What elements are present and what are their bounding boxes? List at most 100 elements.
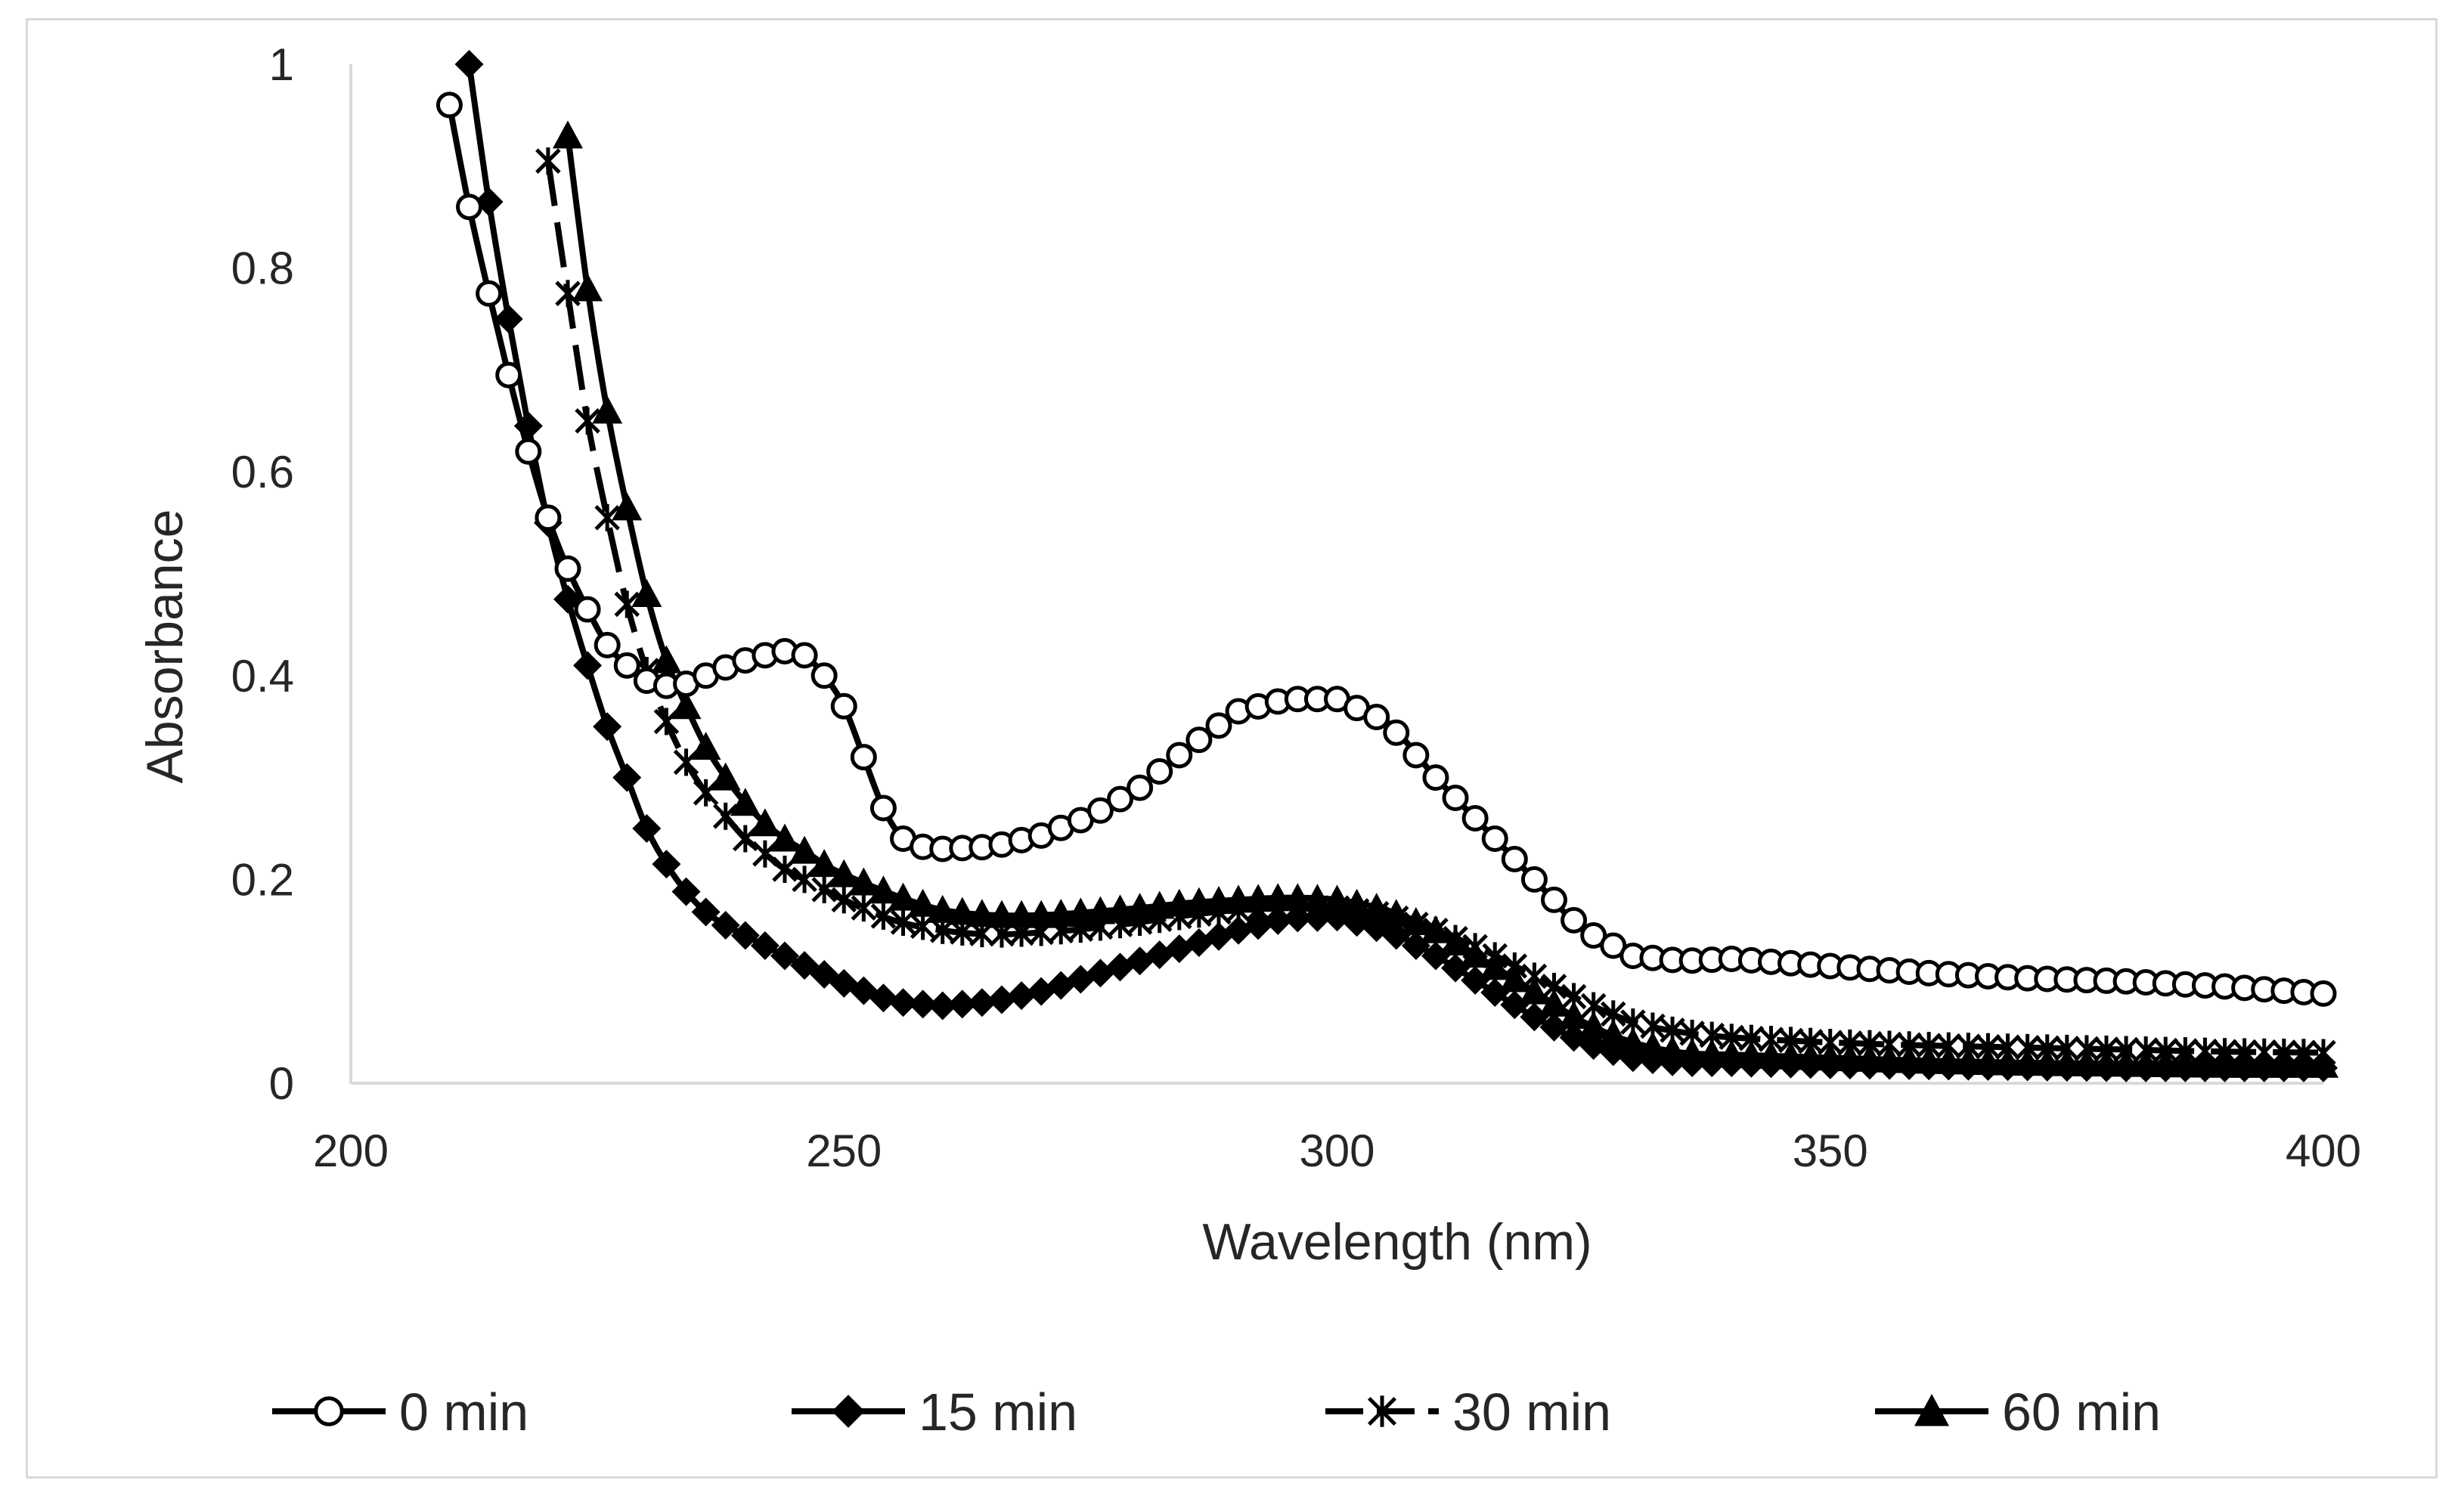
data-point-marker — [809, 849, 840, 878]
data-point-marker — [613, 652, 640, 679]
data-point-marker — [572, 273, 603, 302]
data-point-marker — [653, 708, 680, 736]
chart-frame: 200 250 300 350 400 0 0.2 0.4 0.6 0.8 1 Wavelength… — [26, 18, 2438, 1479]
data-point-marker — [928, 991, 957, 1020]
data-point-marker — [1205, 712, 1232, 739]
data-point-marker — [1580, 992, 1607, 1020]
data-point-marker — [848, 867, 879, 896]
data-point-marker — [1934, 1051, 1963, 1081]
data-point-marker — [1559, 1023, 1588, 1052]
data-point-marker — [515, 438, 542, 465]
data-point-marker — [752, 840, 778, 868]
data-point-marker — [574, 596, 601, 623]
data-point-marker — [1776, 1049, 1805, 1079]
data-point-marker — [652, 850, 681, 879]
data-point-marker — [2052, 1052, 2081, 1082]
data-point-marker — [1815, 1050, 1845, 1079]
data-point-marker — [868, 875, 899, 904]
data-point-marker — [1244, 911, 1273, 940]
data-point-marker — [1620, 1008, 1646, 1036]
series-line — [565, 135, 2324, 1068]
data-point-marker — [1502, 952, 1528, 980]
data-point-marker — [1520, 866, 1548, 893]
data-point-marker — [730, 921, 760, 950]
legend-item: 30 min — [1325, 1383, 1611, 1442]
data-point-marker — [1520, 1002, 1549, 1032]
data-point-marker — [1600, 1000, 1626, 1028]
data-point-marker — [1678, 1048, 1707, 1078]
data-point-marker — [456, 194, 483, 221]
data-point-marker — [651, 645, 682, 674]
data-point-marker — [495, 361, 522, 389]
data-point-marker — [594, 503, 620, 531]
data-point-marker — [869, 983, 898, 1013]
data-point-marker — [1342, 908, 1371, 937]
data-point-marker — [612, 492, 643, 521]
data-point-marker — [890, 909, 916, 937]
x-tick-label: 300 — [1299, 1126, 1375, 1176]
absorbance-line-chart: 200 250 300 350 400 0 0.2 0.4 0.6 0.8 1 Wavelength… — [136, 39, 2361, 1442]
data-point-marker — [850, 744, 877, 771]
data-point-marker — [1166, 742, 1193, 769]
data-point-marker — [594, 631, 621, 658]
data-point-marker — [1402, 742, 1430, 769]
data-point-marker — [1461, 965, 1490, 995]
data-point-marker — [1224, 915, 1254, 945]
data-point-marker — [1065, 897, 1096, 926]
legend-label: 60 min — [2002, 1383, 2161, 1442]
data-point-marker — [1598, 1019, 1629, 1048]
legend-label: 15 min — [919, 1383, 1077, 1442]
series-0-min — [435, 91, 2337, 1007]
data-point-marker — [1006, 900, 1037, 928]
axes: 200 250 300 350 400 0 0.2 0.4 0.6 0.8 1 — [231, 39, 2361, 1176]
x-tick-label: 200 — [313, 1126, 389, 1176]
data-point-marker — [986, 900, 1017, 928]
x-axis-title: Wavelength (nm) — [1202, 1213, 1592, 1271]
data-point-marker — [1007, 981, 1037, 1011]
data-point-marker — [1756, 1049, 1786, 1079]
data-point-marker — [1009, 919, 1034, 947]
data-point-marker — [967, 988, 996, 1017]
data-point-marker — [1462, 933, 1488, 961]
data-point-marker — [1738, 1024, 1765, 1052]
data-point-marker — [2013, 1052, 2042, 1082]
data-point-marker — [1973, 1051, 2003, 1081]
data-point-marker — [1539, 988, 1570, 1017]
data-point-marker — [770, 941, 799, 971]
data-point-marker — [535, 147, 561, 175]
data-point-marker — [1993, 1052, 2022, 1082]
y-axis-title: Absorbance — [136, 509, 194, 784]
data-point-marker — [730, 788, 761, 816]
data-point-marker — [811, 875, 837, 903]
legend-item: 15 min — [792, 1383, 1077, 1442]
data-point-marker — [869, 794, 897, 822]
data-point-marker — [1954, 1051, 1983, 1081]
data-point-marker — [947, 989, 977, 1019]
data-point-marker — [789, 835, 820, 864]
data-point-marker — [1578, 1011, 1609, 1039]
y-tick-label: 0.4 — [231, 651, 294, 701]
data-point-marker — [1539, 1012, 1569, 1042]
data-point-marker — [969, 920, 995, 948]
data-point-marker — [593, 712, 622, 742]
data-point-marker — [831, 886, 857, 914]
data-point-marker — [1363, 704, 1390, 731]
data-point-marker — [1146, 758, 1173, 785]
data-point-marker — [851, 894, 877, 922]
data-point-marker — [2131, 1053, 2161, 1082]
data-point-marker — [1796, 1050, 1825, 1079]
data-point-marker — [1835, 1051, 1864, 1080]
data-point-marker — [1697, 1048, 1727, 1078]
data-point-marker — [1461, 805, 1489, 832]
y-tick-label: 0.8 — [231, 243, 294, 294]
data-point-marker — [1777, 1027, 1804, 1054]
data-point-marker — [989, 920, 1015, 948]
data-point-marker — [1107, 785, 1134, 813]
data-point-marker — [829, 859, 860, 887]
legend-label: 0 min — [399, 1383, 528, 1442]
data-point-marker — [435, 91, 463, 119]
data-point-marker — [1875, 1051, 1905, 1080]
plot-area — [435, 50, 2338, 1082]
data-point-marker — [1481, 825, 1508, 852]
legend-item: 0 min — [272, 1383, 528, 1442]
